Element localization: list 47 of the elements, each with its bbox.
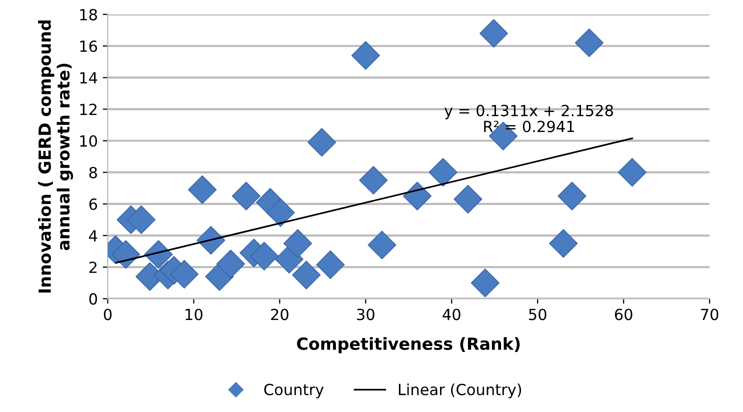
x-axis-title: Competitiveness (Rank) xyxy=(297,337,520,354)
point xyxy=(216,250,245,278)
point xyxy=(316,250,345,280)
y-tick-label: 0 xyxy=(89,293,97,305)
point xyxy=(558,182,586,210)
point xyxy=(250,242,279,270)
x-tick-label: 10 xyxy=(186,308,202,320)
point xyxy=(170,260,199,289)
y-axis-title: Innovation ( GERD compound annual growth rate) xyxy=(38,20,74,293)
point xyxy=(470,268,500,298)
y-tick-label: 2 xyxy=(89,262,96,273)
y-tick-label: 4 xyxy=(89,230,98,242)
point xyxy=(308,128,336,157)
y-tick-label: 18 xyxy=(80,8,97,20)
point xyxy=(188,175,217,204)
legend-label: Linear (Country) xyxy=(398,383,522,398)
x-tick-label: 0 xyxy=(104,308,112,320)
point xyxy=(196,226,226,255)
point xyxy=(479,19,508,48)
point xyxy=(292,260,321,290)
x-tick-label: 50 xyxy=(529,308,546,320)
point xyxy=(454,184,482,214)
y-tick-label: 14 xyxy=(80,72,98,84)
point xyxy=(266,198,295,227)
point xyxy=(402,182,432,210)
point xyxy=(359,166,388,195)
point xyxy=(549,229,578,258)
point xyxy=(368,230,396,260)
y-tick-label: 16 xyxy=(80,40,98,52)
legend-label: Country xyxy=(264,384,324,398)
x-tick-label: 40 xyxy=(442,308,460,320)
point xyxy=(618,158,646,187)
y-tick-label: 6 xyxy=(89,198,98,210)
point xyxy=(232,182,260,210)
x-tick-label: 60 xyxy=(614,308,632,320)
y-tick-label: 8 xyxy=(89,166,97,178)
x-tick-label: 30 xyxy=(357,308,374,320)
point xyxy=(351,41,380,70)
point xyxy=(283,229,312,258)
point xyxy=(574,28,604,58)
x-tick-label: 20 xyxy=(271,308,288,320)
y-tick-label: 12 xyxy=(80,104,96,115)
point xyxy=(126,205,156,234)
x-tick-label: 70 xyxy=(701,308,718,320)
point xyxy=(111,240,140,269)
point xyxy=(428,158,458,187)
y-tick-label: 10 xyxy=(80,135,97,147)
